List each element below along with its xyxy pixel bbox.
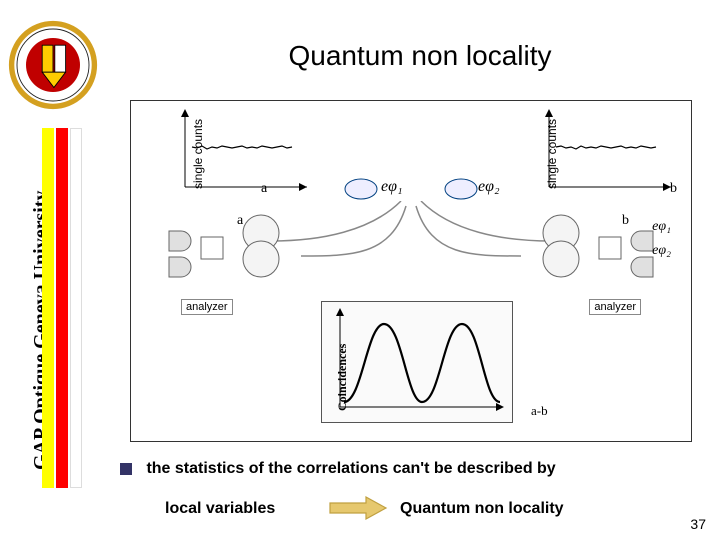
left-counts-axis-label: single counts <box>191 119 205 189</box>
implication-arrow-icon <box>328 495 388 521</box>
analyzer-left-label: analyzer <box>181 299 233 315</box>
var-a-mid: a <box>237 213 243 229</box>
var-b-mid: b <box>622 213 629 229</box>
phase-phi2: eφ₂ <box>478 178 500 196</box>
analyzer-right-label: analyzer <box>589 299 641 315</box>
var-b-top: b <box>670 181 677 197</box>
right-single-counts-plot <box>541 107 681 197</box>
bullet-icon <box>120 463 132 475</box>
diagram-container: single counts a single counts b eφ₁ eφ₂ <box>130 100 692 442</box>
var-a-top: a <box>261 181 267 197</box>
coincidences-axis-label: Coincidences <box>335 344 350 411</box>
phase-phi2-r: eφ₂ <box>652 243 671 259</box>
apparatus-row <box>141 201 681 291</box>
phase-phi1-r: eφ₁ <box>652 219 671 235</box>
stripe-yellow <box>42 128 54 488</box>
bullet-text: the statistics of the correlations can't… <box>146 460 555 477</box>
stripe-white <box>70 128 82 488</box>
phase-phi1: eφ₁ <box>381 178 403 196</box>
footer-left-text: local variables <box>165 500 275 518</box>
bullet-line: the statistics of the correlations can't… <box>120 460 690 478</box>
footer-right-text: Quantum non locality <box>400 500 564 518</box>
ab-axis-label: a-b <box>531 403 548 419</box>
slide-title: Quantum non locality <box>150 40 690 72</box>
right-counts-axis-label: single counts <box>545 119 559 189</box>
page-number: 37 <box>690 516 706 532</box>
university-seal <box>8 20 98 110</box>
stripe-red <box>56 128 68 488</box>
